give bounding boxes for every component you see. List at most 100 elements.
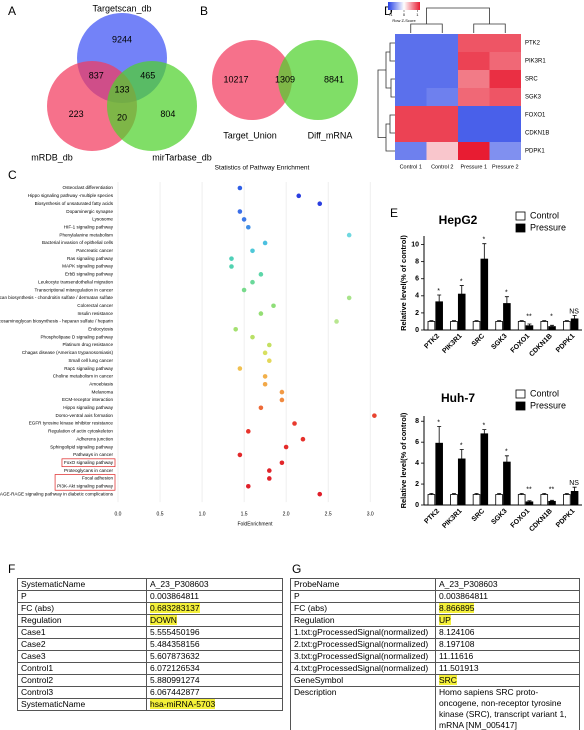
heat-cell <box>395 70 427 88</box>
table-row: Case1 5.555450196 <box>17 626 283 639</box>
highlight-box <box>54 474 116 491</box>
set-circle <box>107 61 197 151</box>
pathway-label: Sphingolipid signaling pathway <box>50 444 114 449</box>
x-tick-label: SGK3 <box>490 508 509 527</box>
heat-cell <box>426 88 458 106</box>
dot <box>267 468 272 473</box>
table-cell: DOWN <box>146 614 283 627</box>
error-bar <box>459 285 464 295</box>
panel-label: D <box>384 4 393 18</box>
field-value: 6.072126534 <box>150 663 200 673</box>
field-name: 2.txt:gProcessedSignal(normalized) <box>294 639 429 649</box>
table-row: 1.txt:gProcessedSignal(normalized) 8.1241… <box>290 626 580 639</box>
table-cell: FC (abs) <box>17 602 147 615</box>
region-count: 133 <box>114 84 129 94</box>
set-name: mRDB_db <box>31 152 73 162</box>
pathway-label: ErbB signaling pathway <box>65 272 114 277</box>
dot <box>237 452 243 458</box>
set-name: Targetscan_db <box>92 3 151 13</box>
pathway-label: FoxO signaling pathway <box>64 460 114 465</box>
pathway-label: Amoebiasis <box>89 381 113 386</box>
table-cell: 5.555450196 <box>146 626 283 639</box>
field-name: Control3 <box>21 687 54 697</box>
y-tick-label: 2 <box>415 310 419 317</box>
table-row: ProbeName A_23_P308603 <box>290 578 580 591</box>
table-cell: GeneSymbol <box>290 674 436 687</box>
bar <box>495 494 503 506</box>
significance-label: * <box>437 419 440 426</box>
heat-cell <box>458 52 490 70</box>
pathway-label: Pathways in cancer <box>73 452 113 457</box>
dot <box>245 224 251 230</box>
dot <box>250 248 255 254</box>
bar <box>503 461 511 506</box>
dot <box>267 476 272 481</box>
pathway-label: HIF-1 signaling pathway <box>64 224 114 229</box>
error-bar <box>459 449 464 459</box>
bar <box>480 258 489 331</box>
chart-title: HepG2 <box>439 213 478 227</box>
table-cell: 0.003864811 <box>435 590 580 603</box>
y-tick-label: 6 <box>415 439 419 446</box>
heat-cell <box>458 34 490 52</box>
x-tick-label: 2.0 <box>283 511 290 517</box>
table-cell: SystematicName <box>17 578 147 591</box>
legend-label: Control <box>530 388 559 398</box>
pathway-label: Colorectal cancer <box>77 303 113 308</box>
pathway-label: Adherens junction <box>76 436 113 441</box>
table-cell: 2.txt:gProcessedSignal(normalized) <box>290 638 436 651</box>
table-cell: Case3 <box>17 650 147 663</box>
table-cell: 0.003864811 <box>146 590 283 603</box>
legend-swatch <box>515 401 526 411</box>
table-cell: 0.683283137 <box>146 602 283 615</box>
heat-cell <box>426 142 458 160</box>
dot <box>262 350 268 356</box>
y-tick-label: 0 <box>415 502 419 509</box>
panel-label: B <box>200 4 208 18</box>
field-value: 5.484358156 <box>150 639 200 649</box>
x-tick-label: PTK2 <box>423 508 441 526</box>
significance-label: NS <box>569 480 579 487</box>
heat-cell <box>489 88 521 106</box>
pathway-label: Platinum drug resistance <box>62 342 113 347</box>
table-cell: A_23_P308603 <box>435 578 580 591</box>
field-value: A_23_P308603 <box>439 579 498 589</box>
error-bar <box>482 243 487 260</box>
bar <box>457 458 466 506</box>
heat-cell <box>489 70 521 88</box>
dot <box>258 311 264 316</box>
dot <box>300 436 306 442</box>
error-bar <box>482 429 487 434</box>
error-bar <box>437 294 442 302</box>
pathway-label: Phospholipase D signaling pathway <box>40 334 113 339</box>
heat-cell <box>489 34 521 52</box>
pathway-label: Glycosaminoglycan biosynthesis - chondro… <box>0 295 113 300</box>
color-key-tick-label: -1 <box>389 12 393 17</box>
dot <box>271 303 276 309</box>
bar <box>517 494 526 506</box>
region-count: 20 <box>117 113 127 123</box>
table-row: Description Homo sapiens SRC proto-oncoge… <box>290 686 580 730</box>
heat-cell <box>489 124 521 142</box>
error-bar <box>550 324 555 327</box>
x-tick-label: CDKN1B <box>528 508 554 534</box>
x-tick-label: 0.0 <box>115 511 122 517</box>
pathway-label: Pancreatic cancer <box>76 248 113 253</box>
y-axis-label: Relative level(% of control) <box>399 235 408 331</box>
field-value: 5.555450196 <box>150 627 200 637</box>
heat-cell <box>489 142 521 160</box>
error-bar <box>572 315 577 319</box>
table-row: P 0.003864811 <box>290 590 580 603</box>
field-value: SRC <box>439 675 457 685</box>
color-key-tick-label: 0 <box>403 12 406 17</box>
error-bar <box>504 296 509 304</box>
column-label: Pressure 2 <box>492 164 519 170</box>
heat-cell <box>489 52 521 70</box>
dot <box>262 240 268 246</box>
dot <box>237 209 243 214</box>
bar <box>472 321 481 331</box>
heat-cell <box>426 52 458 70</box>
field-value: 11.11616 <box>439 651 474 661</box>
significance-label: * <box>482 422 485 429</box>
pathway-label: Dopaminergic synapse <box>66 209 113 214</box>
